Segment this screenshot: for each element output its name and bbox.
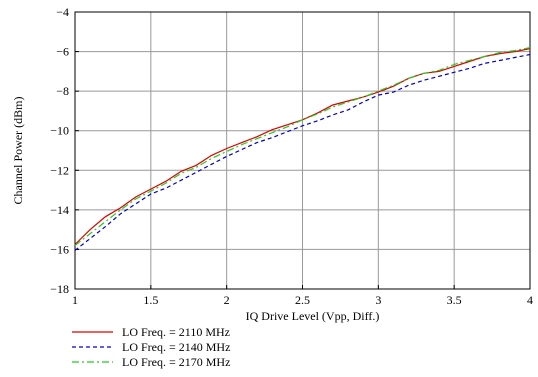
y-tick-label: −8 (56, 84, 69, 98)
x-tick-label: 4 (527, 293, 533, 307)
series-line-2 (74, 53, 531, 251)
x-tick-label: 3 (375, 293, 381, 307)
legend-label-3: LO Freq. = 2170 MHz (122, 355, 230, 369)
x-tick-label: 2.5 (295, 293, 310, 307)
grid (75, 12, 530, 289)
y-tick-label: −4 (56, 5, 69, 19)
x-tick-label: 1.5 (143, 293, 158, 307)
legend-label-1: LO Freq. = 2110 MHz (122, 325, 230, 339)
axis-ticks: 1 1.5 2 2.5 3 3.5 4 −18 −16 −14 −12 −10 −8 −6 −4 (50, 5, 533, 307)
series-lines (74, 47, 531, 251)
y-tick-label: −12 (50, 163, 69, 177)
y-tick-label: −6 (56, 45, 69, 59)
x-axis-title: IQ Drive Level (Vpp, Diff.) (246, 309, 380, 323)
series-line-3 (74, 47, 531, 246)
y-tick-label: −18 (50, 282, 69, 296)
y-tick-label: −16 (50, 242, 69, 256)
y-axis-title: Channel Power (dBm) (11, 97, 25, 205)
x-tick-label: 2 (224, 293, 230, 307)
x-tick-label: 1 (72, 293, 78, 307)
y-tick-label: −10 (50, 124, 69, 138)
legend-label-2: LO Freq. = 2140 MHz (122, 340, 230, 354)
y-tick-label: −14 (50, 203, 69, 217)
x-tick-label: 3.5 (447, 293, 462, 307)
